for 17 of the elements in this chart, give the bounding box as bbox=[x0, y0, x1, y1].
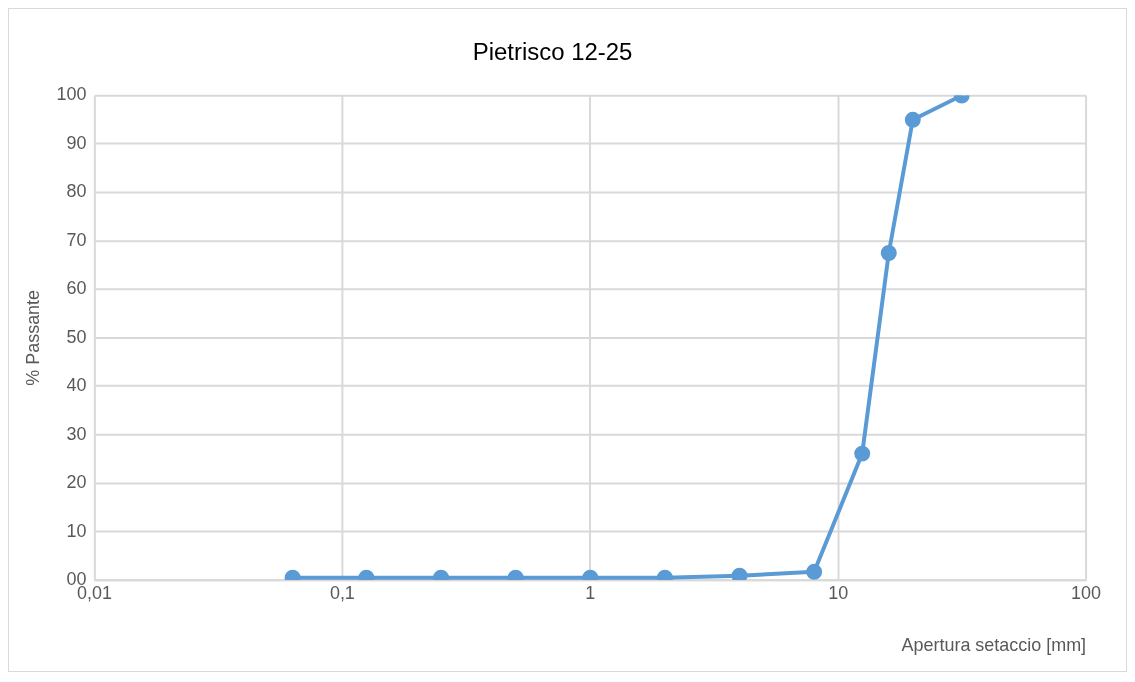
y-axis-title: % Passante bbox=[22, 289, 43, 386]
x-tick-label: 0,1 bbox=[329, 582, 355, 603]
y-tick-label: 10 bbox=[66, 520, 87, 541]
y-tick-label: 60 bbox=[66, 278, 87, 299]
y-tick-label: 40 bbox=[66, 375, 87, 396]
y-tick-label: 50 bbox=[66, 326, 87, 347]
y-tick-label: 30 bbox=[66, 423, 87, 444]
x-tick-label: 10 bbox=[828, 582, 849, 603]
chart-title: Pietrisco 12-25 bbox=[472, 37, 633, 65]
y-tick-label: 20 bbox=[66, 472, 87, 493]
y-tick-label: 100 bbox=[56, 84, 87, 105]
y-tick-label: 80 bbox=[66, 181, 87, 202]
x-tick-label: 100 bbox=[1071, 582, 1102, 603]
x-tick-label: 1 bbox=[585, 582, 596, 603]
x-axis-title: Apertura setaccio [mm] bbox=[901, 635, 1087, 656]
y-tick-label: 70 bbox=[66, 229, 87, 250]
y-tick-label: 90 bbox=[66, 132, 87, 153]
